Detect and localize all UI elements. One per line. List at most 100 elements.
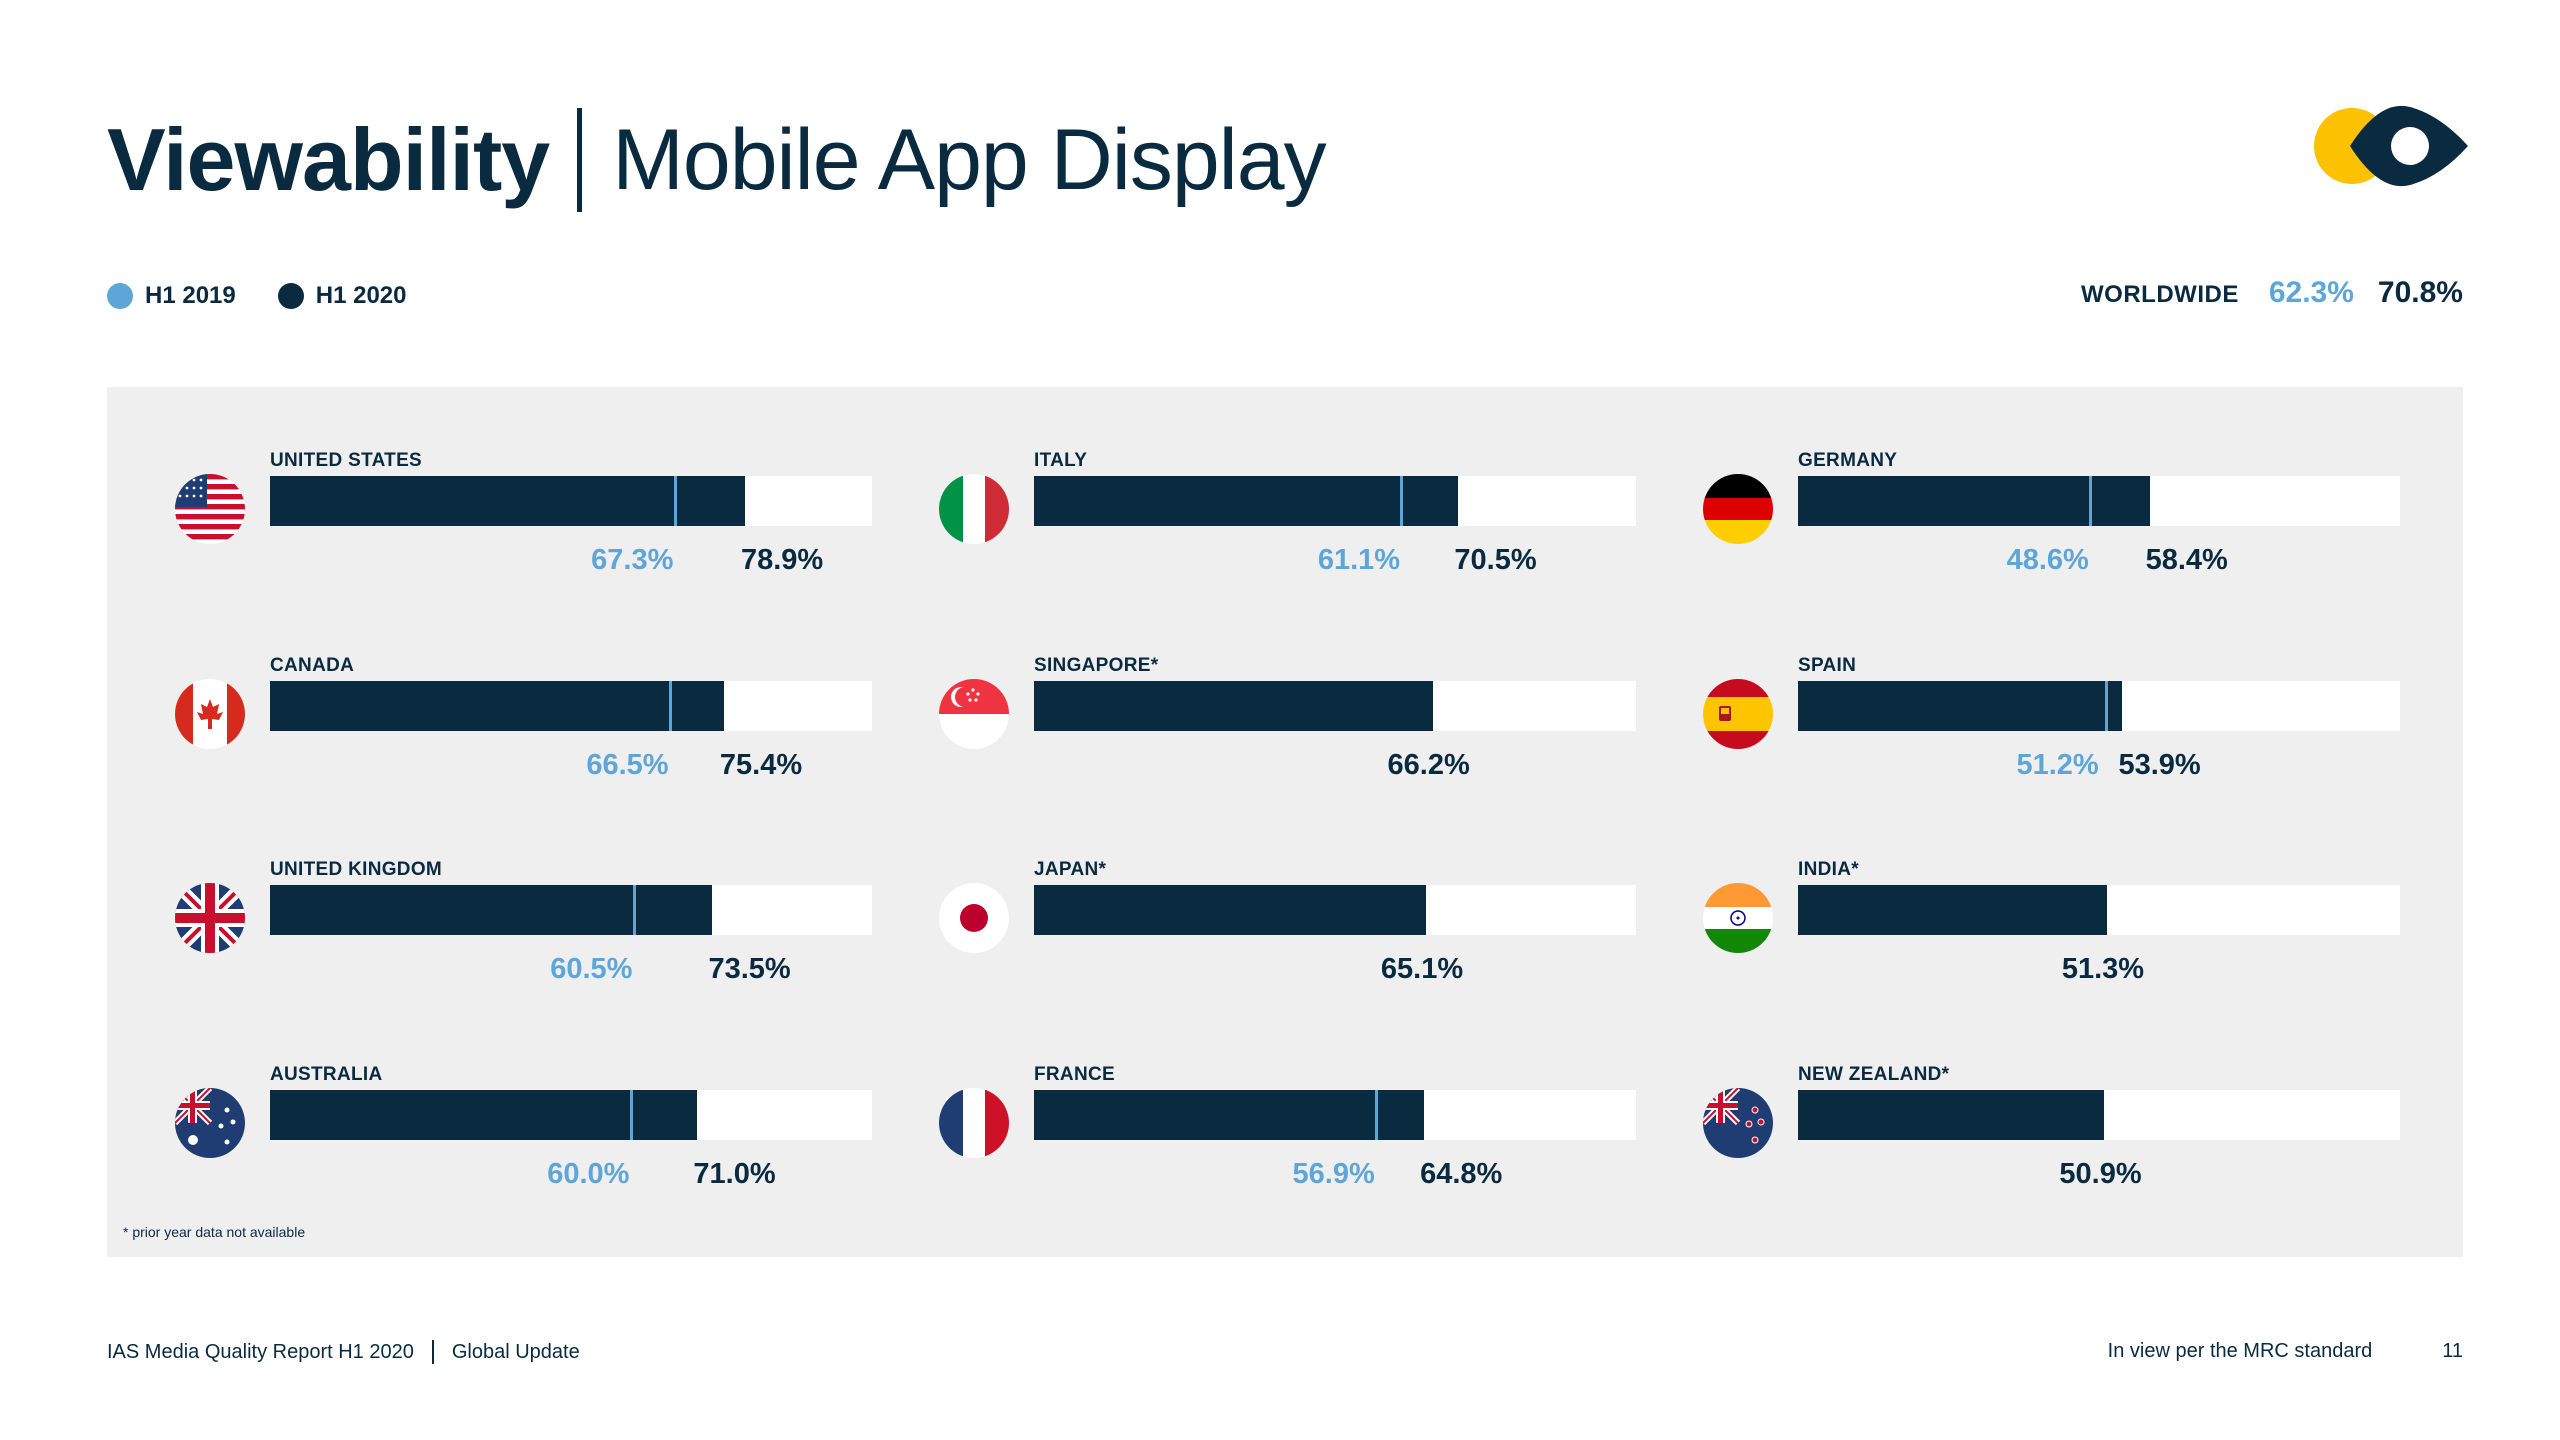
country-label: SPAIN — [1798, 655, 1857, 676]
title-divider — [577, 108, 583, 212]
bar-h1-2020 — [1034, 1090, 1425, 1140]
value-label-h1-2019: 66.5% — [586, 749, 669, 781]
footer-note: In view per the MRC standard — [2107, 1340, 2373, 1362]
bar-track — [1798, 681, 2400, 731]
country-label: UNITED STATES — [270, 450, 423, 471]
marker-h1-2019 — [2104, 681, 2108, 731]
value-label-h1-2019: 67.3% — [591, 544, 674, 576]
bar-h1-2020 — [1798, 476, 2150, 526]
country-row-singapore: SINGAPORE* 66.2% — [939, 655, 1699, 805]
marker-h1-2019 — [1400, 476, 1404, 526]
australia-flag-icon — [175, 1088, 245, 1158]
ias-logo-icon — [2314, 105, 2468, 187]
country-row-france: FRANCE 64.8% 56.9% — [939, 1064, 1699, 1214]
legend-item-h1-2020: H1 2020 — [277, 282, 407, 310]
bar-track — [270, 885, 872, 935]
bar-h1-2020 — [1034, 681, 1433, 731]
country-label: UNITED KINGDOM — [270, 859, 443, 880]
country-label: ITALY — [1034, 450, 1088, 471]
france-flag-icon — [939, 1088, 1009, 1158]
legend-label: H1 2020 — [315, 282, 407, 309]
value-label-h1-2020: 65.1% — [1380, 953, 1464, 985]
legend-label: H1 2019 — [145, 282, 236, 309]
legend-dot-h1-2020 — [277, 283, 304, 309]
bar-track — [270, 1090, 872, 1140]
bar-h1-2020 — [1034, 476, 1459, 526]
value-label-h1-2020: 78.9% — [740, 544, 824, 576]
country-label: SINGAPORE* — [1034, 655, 1159, 676]
country-row-united-kingdom: UNITED KINGDOM 73.5% 60.5% — [175, 859, 935, 1009]
country-row-spain: SPAIN 53.9% 51.2% — [1703, 655, 2463, 805]
worldwide-label: WORLDWIDE — [2081, 281, 2239, 308]
country-row-japan: JAPAN* 65.1% — [939, 859, 1699, 1009]
bar-track — [1034, 885, 1636, 935]
worldwide-h1-2019-value: 62.3% — [2268, 276, 2354, 309]
country-row-canada: CANADA 75.4% 66.5% — [175, 655, 935, 805]
country-label: NEW ZEALAND* — [1798, 1064, 1950, 1085]
value-label-h1-2020: 51.3% — [2061, 953, 2145, 985]
new-zealand-flag-icon — [1703, 1088, 1773, 1158]
uk-flag-icon — [175, 883, 245, 953]
value-label-h1-2020: 64.8% — [1420, 1158, 1503, 1190]
singapore-flag-icon — [939, 679, 1009, 749]
us-flag-icon — [175, 474, 245, 544]
marker-h1-2019 — [632, 885, 636, 935]
bar-h1-2020 — [270, 681, 724, 731]
country-row-australia: AUSTRALIA 71.0% 60.0% — [175, 1064, 935, 1214]
value-label-h1-2020: 50.9% — [2059, 1158, 2142, 1190]
footer-left: IAS Media Quality Report H1 2020 Global … — [107, 1340, 580, 1364]
worldwide-h1-2020-value: 70.8% — [2377, 276, 2463, 309]
value-label-h1-2019: 51.2% — [2016, 749, 2099, 781]
bar-track — [270, 476, 872, 526]
spain-flag-icon — [1703, 679, 1773, 749]
bar-h1-2020 — [1798, 681, 2123, 731]
bar-h1-2020 — [270, 885, 713, 935]
value-label-h1-2019: 61.1% — [1317, 544, 1401, 576]
legend-dot-h1-2019 — [107, 283, 133, 309]
bar-track — [270, 681, 872, 731]
value-label-h1-2019: 60.0% — [547, 1158, 630, 1190]
canada-flag-icon — [175, 679, 245, 749]
country-row-united-states: UNITED STATES 78.9% 67.3% — [175, 450, 935, 600]
legend: H1 2019 H1 2020 — [107, 282, 449, 310]
bar-h1-2020 — [1798, 885, 2107, 935]
value-label-h1-2020: 75.4% — [719, 749, 803, 781]
page-number: 11 — [2442, 1340, 2463, 1362]
bar-track — [1034, 681, 1636, 731]
country-row-india: INDIA* 51.3% — [1703, 859, 2463, 1009]
country-label: CANADA — [270, 655, 355, 676]
germany-flag-icon — [1703, 474, 1773, 544]
page-title: Viewability Mobile App Display — [107, 100, 1327, 220]
bar-track — [1798, 1090, 2400, 1140]
country-label: FRANCE — [1034, 1064, 1115, 1085]
footnote: * prior year data not available — [123, 1224, 306, 1240]
value-label-h1-2020: 70.5% — [1454, 544, 1537, 576]
bar-h1-2020 — [270, 476, 745, 526]
japan-flag-icon — [939, 883, 1009, 953]
country-row-new-zealand: NEW ZEALAND* 50.9% — [1703, 1064, 2463, 1214]
country-label: JAPAN* — [1034, 859, 1107, 880]
value-label-h1-2020: 58.4% — [2145, 544, 2228, 576]
value-label-h1-2020: 71.0% — [693, 1158, 776, 1190]
bar-h1-2020 — [1798, 1090, 2105, 1140]
bar-track — [1034, 1090, 1636, 1140]
india-flag-icon — [1703, 883, 1773, 953]
country-label: GERMANY — [1798, 450, 1898, 471]
country-label: INDIA* — [1798, 859, 1859, 880]
chart-panel: * prior year data not available UNITED S… — [107, 387, 2463, 1257]
title-main: Viewability — [107, 110, 550, 209]
bar-h1-2020 — [1034, 885, 1426, 935]
value-label-h1-2020: 66.2% — [1387, 749, 1470, 781]
marker-h1-2019 — [668, 681, 672, 731]
footer-right: In view per the MRC standard 11 — [2108, 1340, 2463, 1363]
legend-item-h1-2019: H1 2019 — [107, 282, 236, 310]
value-label-h1-2020: 53.9% — [2118, 749, 2201, 781]
footer-section: Global Update — [451, 1340, 580, 1363]
value-label-h1-2019: 48.6% — [2006, 544, 2089, 576]
italy-flag-icon — [939, 474, 1009, 544]
footer-report: IAS Media Quality Report H1 2020 — [107, 1340, 414, 1363]
country-row-germany: GERMANY 58.4% 48.6% — [1703, 450, 2463, 600]
value-label-h1-2020: 73.5% — [708, 953, 791, 985]
value-label-h1-2019: 60.5% — [550, 953, 633, 985]
worldwide-summary: WORLDWIDE 62.3% 70.8% — [2081, 276, 2463, 310]
